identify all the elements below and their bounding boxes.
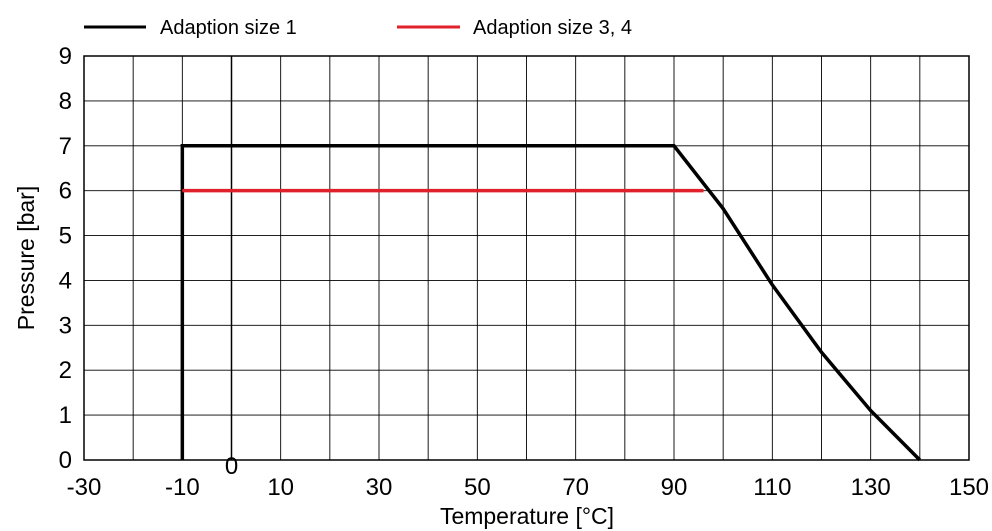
y-tick-label: 5 — [59, 223, 72, 250]
x-tick-label: 90 — [661, 474, 688, 501]
y-axis-label: Pressure [bar] — [13, 186, 39, 330]
x-tick-label: 0 — [225, 453, 238, 480]
legend-label-adaption-size-3-4: Adaption size 3, 4 — [473, 17, 632, 39]
x-tick-label: -30 — [67, 474, 102, 501]
grid — [84, 56, 969, 460]
x-tick-label: 70 — [562, 474, 589, 501]
y-tick-label: 3 — [59, 312, 72, 339]
y-tick-label: 6 — [59, 178, 72, 205]
x-tick-label: 130 — [851, 474, 891, 501]
x-tick-label: 150 — [949, 474, 989, 501]
y-tick-label: 4 — [59, 267, 72, 294]
y-tick-label: 1 — [59, 402, 72, 429]
y-tick-labels: 0 1 2 3 4 5 6 7 8 9 — [59, 43, 72, 474]
x-tick-label: 50 — [464, 474, 491, 501]
x-tick-label: 110 — [753, 474, 791, 501]
series-line-0 — [180, 144, 922, 462]
y-tick-label: 7 — [59, 133, 72, 160]
plot-frame — [83, 55, 970, 461]
x-tick-labels: -30 -10 0 10 30 50 70 90 110 130 150 — [67, 453, 989, 501]
y-tick-label: 2 — [59, 357, 72, 384]
x-tick-label: 10 — [267, 474, 294, 501]
y-tick-label: 0 — [59, 447, 72, 474]
legend: Adaption size 1 Adaption size 3, 4 — [84, 17, 632, 39]
y-tick-label: 8 — [59, 88, 72, 115]
legend-label-adaption-size-1: Adaption size 1 — [160, 17, 297, 39]
x-tick-label: 30 — [366, 474, 393, 501]
x-axis-label: Temperature [°C] — [440, 503, 614, 529]
y-tick-label: 9 — [59, 43, 72, 70]
series-layer — [180, 144, 922, 462]
x-tick-label: -10 — [165, 474, 200, 501]
